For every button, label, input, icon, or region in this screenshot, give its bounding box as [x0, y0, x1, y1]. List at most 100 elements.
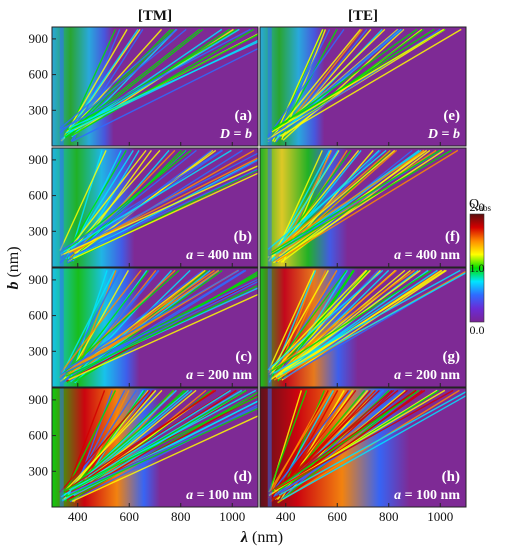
- resonance-line: [59, 389, 151, 493]
- panel-frame: [259, 147, 467, 268]
- colorbar-title: Qabs: [469, 197, 492, 213]
- panel-condition: a = 100 nm: [186, 488, 252, 503]
- resonance-line: [278, 149, 352, 251]
- resonance-line: [269, 149, 425, 254]
- panel-label: (f): [445, 229, 460, 245]
- panel-condition-value: = 200 nm: [193, 368, 252, 383]
- y-tick-label: 900: [29, 272, 49, 287]
- resonance-line: [268, 149, 391, 257]
- resonance-line: [272, 29, 324, 142]
- y-axis-label-unit: (nm): [5, 246, 22, 281]
- resonance-line: [71, 415, 258, 502]
- panel-frame: [51, 387, 259, 508]
- y-tick-label: 600: [29, 428, 49, 443]
- x-tick-label: 1000: [427, 509, 453, 524]
- resonance-line: [271, 28, 445, 133]
- panel-b: 300 600 900 (b) a = 400 nm: [29, 147, 259, 268]
- resonance-line: [69, 406, 258, 495]
- resonance-line: [268, 149, 452, 257]
- resonance-line: [66, 149, 192, 251]
- resonance-line: [272, 150, 339, 258]
- resonance-line: [65, 407, 258, 498]
- colorbar-title-sub: abs: [479, 203, 491, 213]
- resonance-line: [270, 269, 397, 380]
- panel-label: (g): [443, 349, 461, 365]
- panel-condition: D = b: [427, 127, 460, 142]
- resonance-line: [267, 269, 384, 371]
- panel-frame: [51, 147, 259, 268]
- y-tick-label: 600: [29, 188, 49, 203]
- colorbar-scale: [469, 213, 485, 323]
- panel-condition: a = 400 nm: [186, 248, 252, 263]
- resonance-line: [269, 269, 371, 376]
- panel-c: 300 600 900 (c) a = 200 nm: [29, 267, 259, 388]
- panel-condition: a = 400 nm: [394, 248, 460, 263]
- y-tick-label: 300: [29, 223, 49, 238]
- resonance-line: [74, 168, 258, 256]
- y-axis-label: b (nm): [5, 246, 22, 289]
- x-tick-label: 600: [328, 509, 348, 524]
- resonance-spine: [267, 148, 272, 267]
- y-tick-label: 300: [29, 343, 49, 358]
- x-tick-label: 600: [120, 509, 140, 524]
- y-axis-label-symbol: b: [5, 282, 22, 290]
- x-axis-label: λ (nm): [240, 529, 283, 546]
- y-tick-label: 600: [29, 308, 49, 323]
- panel-condition-value: = 100 nm: [193, 488, 252, 503]
- panel-label: (a): [235, 108, 253, 124]
- resonance-line: [61, 269, 180, 376]
- resonance-line: [61, 28, 251, 130]
- resonance-line: [64, 149, 147, 255]
- resonance-line: [59, 269, 215, 377]
- panel-frame: [259, 267, 467, 388]
- resonance-line: [70, 270, 108, 378]
- resonance-line: [65, 284, 258, 377]
- resonance-line: [71, 28, 255, 136]
- resonance-line: [64, 269, 240, 371]
- resonance-line: [270, 270, 329, 372]
- resonance-spine: [267, 27, 272, 146]
- resonance-line: [66, 150, 127, 253]
- resonance-line: [279, 28, 462, 137]
- resonance-line: [278, 391, 466, 496]
- panel-condition-value: = 400 nm: [193, 248, 252, 263]
- resonance-line: [61, 270, 116, 374]
- resonance-line: [59, 150, 107, 251]
- panel-condition-symbol: a: [186, 248, 193, 263]
- resonance-spine: [59, 388, 64, 507]
- panel-condition-symbol: a: [394, 368, 401, 383]
- resonance-line: [62, 149, 223, 251]
- panel-condition-value: = 100 nm: [401, 488, 460, 503]
- resonance-line: [268, 270, 315, 371]
- panel-label: (c): [235, 349, 252, 365]
- y-tick-label: 300: [29, 102, 49, 117]
- panel-map-b: [52, 148, 258, 267]
- resonance-line: [60, 165, 258, 256]
- resonance-line: [73, 172, 258, 260]
- resonance-line: [59, 28, 178, 130]
- panel-map-d: [52, 388, 258, 507]
- panel-map-c: [52, 268, 258, 387]
- resonance-line: [275, 149, 459, 263]
- resonance-line: [268, 390, 333, 493]
- x-axis-label-symbol: λ: [240, 529, 248, 546]
- panel-condition-symbol2: b: [453, 127, 460, 142]
- resonance-line: [69, 34, 258, 132]
- panel-label: (d): [234, 469, 252, 485]
- resonance-line: [60, 149, 232, 255]
- panel-condition-value: = 400 nm: [401, 248, 460, 263]
- panel-map-e: [260, 27, 466, 146]
- panel-map-g: [260, 268, 466, 387]
- resonance-line: [280, 390, 325, 495]
- resonance-line: [62, 389, 187, 496]
- panel-condition-symbol: a: [186, 488, 193, 503]
- panel-a: 300 600 900 (a) D = b: [29, 26, 259, 147]
- resonance-line: [271, 28, 418, 132]
- panel-frame: [259, 26, 467, 147]
- resonance-line: [68, 293, 258, 381]
- resonance-line: [60, 269, 142, 373]
- resonance-line: [270, 269, 432, 373]
- resonance-line: [279, 269, 446, 376]
- panel-condition-symbol: a: [394, 248, 401, 263]
- panel-condition-symbol: a: [394, 488, 401, 503]
